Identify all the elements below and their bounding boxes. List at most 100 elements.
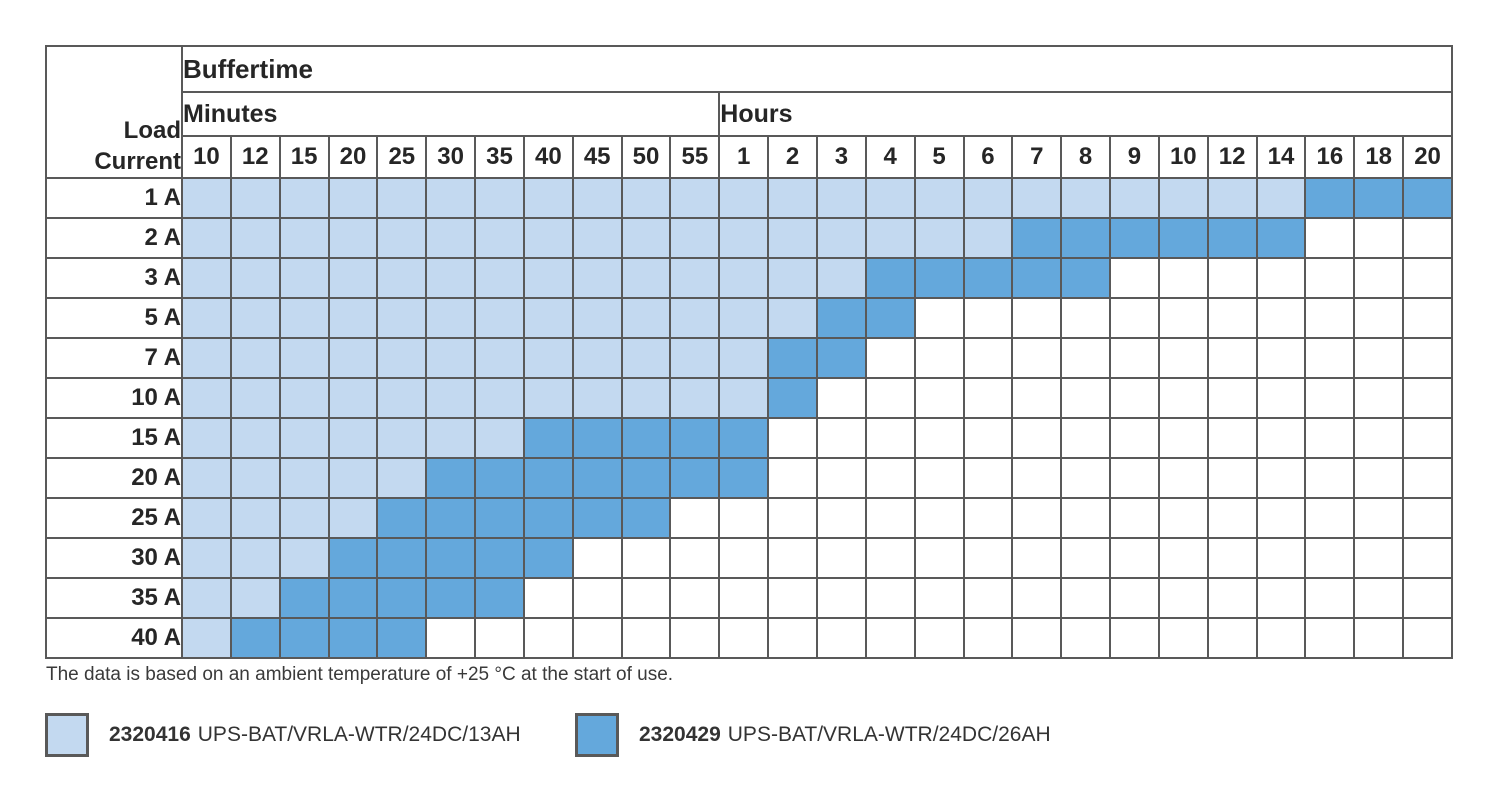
cell-35A-h20 (1402, 577, 1453, 619)
cell-40A-h10 (1157, 617, 1209, 659)
cell-35A-m40 (522, 577, 574, 619)
minutes-group-header: Minutes (180, 91, 721, 137)
cell-10A-h20 (1402, 377, 1453, 419)
cell-5A-m35 (474, 297, 525, 339)
cell-1A-m55 (669, 177, 721, 219)
table-row-40A: 40 A (45, 617, 1453, 659)
cell-35A-h12 (1206, 577, 1258, 619)
cell-35A-h7 (1011, 577, 1063, 619)
col-header-h9: 9 (1109, 135, 1160, 179)
cell-20A-m35 (474, 457, 525, 499)
cell-25A-m25 (376, 497, 428, 539)
row-label-2A: 2 A (45, 217, 183, 259)
cell-3A-m50 (620, 257, 672, 299)
cell-30A-m30 (425, 537, 477, 579)
row-label-30A: 30 A (45, 537, 183, 579)
cell-15A-m25 (376, 417, 428, 459)
cell-3A-h4 (864, 257, 916, 299)
cell-20A-m10 (181, 457, 232, 499)
cell-10A-h6 (962, 377, 1014, 419)
cell-2A-m12 (229, 217, 281, 259)
cell-1A-m20 (327, 177, 379, 219)
cell-25A-m20 (327, 497, 379, 539)
col-header-h5: 5 (913, 135, 965, 179)
cell-3A-h1 (718, 257, 770, 299)
cell-35A-m30 (425, 577, 477, 619)
cell-20A-h18 (1353, 457, 1405, 499)
cell-20A-m50 (620, 457, 672, 499)
cell-15A-h18 (1353, 417, 1405, 459)
cell-7A-m45 (571, 337, 623, 379)
cell-40A-h18 (1353, 617, 1405, 659)
cell-2A-m50 (620, 217, 672, 259)
cell-7A-m10 (181, 337, 232, 379)
cell-2A-m55 (669, 217, 721, 259)
cell-15A-m35 (474, 417, 525, 459)
cell-1A-h8 (1060, 177, 1112, 219)
cell-20A-h16 (1304, 457, 1356, 499)
cell-15A-m50 (620, 417, 672, 459)
cell-1A-h6 (962, 177, 1014, 219)
cell-3A-h16 (1304, 257, 1356, 299)
col-header-m35: 35 (474, 135, 525, 179)
cell-20A-h10 (1157, 457, 1209, 499)
cell-7A-h16 (1304, 337, 1356, 379)
cell-25A-h5 (913, 497, 965, 539)
col-header-m12: 12 (229, 135, 281, 179)
cell-7A-h9 (1109, 337, 1160, 379)
cell-30A-h16 (1304, 537, 1356, 579)
cell-7A-m55 (669, 337, 721, 379)
cell-1A-h5 (913, 177, 965, 219)
cell-10A-h14 (1255, 377, 1307, 419)
cell-2A-m15 (278, 217, 330, 259)
cell-10A-h1 (718, 377, 770, 419)
footnote: The data is based on an ambient temperat… (46, 664, 674, 685)
cell-25A-h12 (1206, 497, 1258, 539)
cell-15A-h16 (1304, 417, 1356, 459)
col-header-h3: 3 (815, 135, 867, 179)
cell-30A-h4 (864, 537, 916, 579)
cell-7A-h18 (1353, 337, 1405, 379)
cell-3A-h10 (1157, 257, 1209, 299)
cell-40A-h6 (962, 617, 1014, 659)
cell-40A-h5 (913, 617, 965, 659)
cell-5A-h2 (767, 297, 818, 339)
cell-5A-m30 (425, 297, 477, 339)
cell-7A-m12 (229, 337, 281, 379)
cell-2A-h10 (1157, 217, 1209, 259)
cell-3A-h8 (1060, 257, 1112, 299)
load-current-line2: Current (94, 147, 181, 175)
table-row-35A: 35 A (45, 577, 1453, 619)
cell-7A-h14 (1255, 337, 1307, 379)
cell-10A-h10 (1157, 377, 1209, 419)
cell-40A-h1 (718, 617, 770, 659)
cell-15A-h3 (815, 417, 867, 459)
col-header-h12: 12 (1206, 135, 1258, 179)
cell-20A-m20 (327, 457, 379, 499)
cell-30A-h9 (1109, 537, 1160, 579)
legend-name-26ah: UPS-BAT/VRLA-WTR/24DC/26AH (727, 723, 1051, 746)
legend-code-13ah: 2320416 (109, 723, 191, 746)
load-current-header: Load Current (45, 45, 183, 179)
cell-35A-m10 (181, 577, 232, 619)
cell-20A-h5 (913, 457, 965, 499)
cell-30A-h5 (913, 537, 965, 579)
col-header-h1: 1 (718, 135, 770, 179)
cell-35A-h10 (1157, 577, 1209, 619)
cell-10A-h7 (1011, 377, 1063, 419)
cell-35A-h18 (1353, 577, 1405, 619)
col-header-m10: 10 (181, 135, 232, 179)
cell-20A-h2 (767, 457, 818, 499)
cell-40A-h9 (1109, 617, 1160, 659)
cell-5A-h12 (1206, 297, 1258, 339)
cell-2A-h14 (1255, 217, 1307, 259)
cell-5A-h3 (815, 297, 867, 339)
cell-25A-h3 (815, 497, 867, 539)
cell-3A-m55 (669, 257, 721, 299)
cell-3A-h3 (815, 257, 867, 299)
legend-item-13ah: 2320416 UPS-BAT/VRLA-WTR/24DC/13AH (45, 713, 521, 757)
cell-30A-h12 (1206, 537, 1258, 579)
cell-35A-h4 (864, 577, 916, 619)
cell-25A-h9 (1109, 497, 1160, 539)
